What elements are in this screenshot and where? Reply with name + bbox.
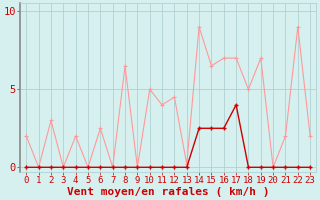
X-axis label: Vent moyen/en rafales ( km/h ): Vent moyen/en rafales ( km/h ) bbox=[67, 187, 269, 197]
